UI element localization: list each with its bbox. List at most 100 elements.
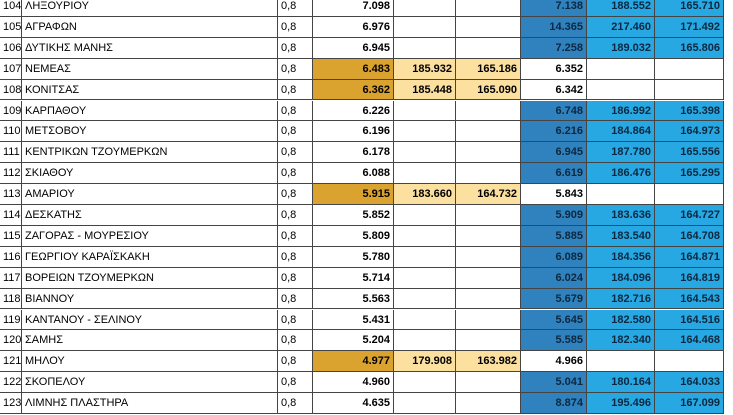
compare-value: 164.727 xyxy=(655,205,724,226)
value: 6.483 xyxy=(313,58,394,80)
extra-value: 185.932 xyxy=(394,58,456,80)
row-number: 118 xyxy=(0,288,22,310)
compare-value: 180.164 xyxy=(587,372,655,394)
extra-value xyxy=(456,372,521,394)
extra-value xyxy=(456,288,521,310)
extra-value xyxy=(456,205,521,226)
area-name: ΣΚΙΑΘΟΥ xyxy=(22,163,278,185)
area-name: ΣΚΟΠΕΛΟΥ xyxy=(22,372,278,394)
compare-value xyxy=(587,79,655,101)
compare-value: 182.340 xyxy=(587,330,655,352)
factor: 0,8 xyxy=(278,121,313,143)
compare-value: 165.398 xyxy=(655,100,724,122)
compare-value xyxy=(587,351,655,373)
factor: 0,8 xyxy=(278,267,313,289)
row-number: 117 xyxy=(0,267,22,289)
compare-value: 6.089 xyxy=(521,246,587,268)
area-name: ΜΕΤΣΟΒΟΥ xyxy=(22,121,278,143)
extra-value xyxy=(456,163,521,185)
extra-value xyxy=(456,121,521,143)
extra-value: 183.660 xyxy=(394,184,456,205)
value: 6.945 xyxy=(313,37,394,59)
compare-value xyxy=(587,184,655,205)
compare-value: 164.543 xyxy=(655,288,724,310)
extra-value: 165.186 xyxy=(456,58,521,80)
factor: 0,8 xyxy=(278,393,313,414)
row-number: 121 xyxy=(0,351,22,373)
factor: 0,8 xyxy=(278,225,313,247)
value: 6.976 xyxy=(313,16,394,38)
value: 5.563 xyxy=(313,288,394,310)
compare-value: 5.645 xyxy=(521,309,587,331)
extra-value xyxy=(394,16,456,38)
row-number: 115 xyxy=(0,225,22,247)
table-row: 105 ΑΓΡΑΦΩΝ 0,8 6.976 14.365 217.460 171.492 xyxy=(0,16,724,38)
area-name: ΒΟΡΕΙΩΝ ΤΖΟΥΜΕΡΚΩΝ xyxy=(22,267,278,289)
table-row: 106 ΔΥΤΙΚΗΣ ΜΑΝΗΣ 0,8 6.945 7.258 189.032 165.… xyxy=(0,37,724,59)
compare-value: 195.496 xyxy=(587,393,655,414)
extra-value xyxy=(456,100,521,122)
extra-value: 185.448 xyxy=(394,79,456,101)
area-name: ΣΑΜΗΣ xyxy=(22,330,278,352)
area-name: ΚΑΝΤΑΝΟΥ - ΣΕΛΙΝΟΥ xyxy=(22,309,278,331)
compare-value xyxy=(587,58,655,80)
compare-value xyxy=(655,79,724,101)
compare-value: 5.885 xyxy=(521,225,587,247)
area-name: ΚΟΝΙΤΣΑΣ xyxy=(22,79,278,101)
table-row: 118 ΒΙΑΝΝΟΥ 0,8 5.563 5.679 182.716 164.543 xyxy=(0,288,724,310)
compare-value: 164.973 xyxy=(655,121,724,143)
area-name: ΚΑΡΠΑΘΟΥ xyxy=(22,100,278,122)
compare-value: 165.295 xyxy=(655,163,724,185)
factor: 0,8 xyxy=(278,288,313,310)
extra-value xyxy=(456,309,521,331)
extra-value xyxy=(394,0,456,17)
extra-value xyxy=(394,372,456,394)
compare-value: 184.864 xyxy=(587,121,655,143)
compare-value: 165.710 xyxy=(655,0,724,17)
extra-value xyxy=(394,267,456,289)
extra-value xyxy=(394,309,456,331)
area-name: ΔΕΣΚΑΤΗΣ xyxy=(22,205,278,226)
row-number: 120 xyxy=(0,330,22,352)
extra-value xyxy=(394,225,456,247)
compare-value: 164.516 xyxy=(655,309,724,331)
area-name: ΑΜΑΡΙΟΥ xyxy=(22,184,278,205)
compare-value: 187.780 xyxy=(587,142,655,164)
row-number: 114 xyxy=(0,205,22,226)
table-row: 120 ΣΑΜΗΣ 0,8 5.204 5.585 182.340 164.468 xyxy=(0,330,724,352)
extra-value xyxy=(456,37,521,59)
area-name: ΛΙΜΝΗΣ ΠΛΑΣΤΗΡΑ xyxy=(22,393,278,414)
row-number: 106 xyxy=(0,37,22,59)
compare-value: 4.966 xyxy=(521,351,587,373)
row-number: 112 xyxy=(0,163,22,185)
extra-value xyxy=(456,330,521,352)
area-name: ΜΗΛΟΥ xyxy=(22,351,278,373)
extra-value xyxy=(456,393,521,414)
compare-value: 171.492 xyxy=(655,16,724,38)
factor: 0,8 xyxy=(278,330,313,352)
extra-value xyxy=(394,246,456,268)
table-row: 119 ΚΑΝΤΑΝΟΥ - ΣΕΛΙΝΟΥ 0,8 5.431 5.645 182.58… xyxy=(0,309,724,331)
table-row: 112 ΣΚΙΑΘΟΥ 0,8 6.088 6.619 186.476 165.295 xyxy=(0,163,724,185)
value: 6.196 xyxy=(313,121,394,143)
value: 5.780 xyxy=(313,246,394,268)
compare-value: 6.216 xyxy=(521,121,587,143)
compare-value: 183.636 xyxy=(587,205,655,226)
table-row: 117 ΒΟΡΕΙΩΝ ΤΖΟΥΜΕΡΚΩΝ 0,8 5.714 6.024 184.09… xyxy=(0,267,724,289)
value: 5.852 xyxy=(313,205,394,226)
row-number: 108 xyxy=(0,79,22,101)
compare-value xyxy=(655,58,724,80)
area-name: ΝΕΜΕΑΣ xyxy=(22,58,278,80)
area-name: ΒΙΑΝΝΟΥ xyxy=(22,288,278,310)
factor: 0,8 xyxy=(278,351,313,373)
table-row: 113 ΑΜΑΡΙΟΥ 0,8 5.915 183.660 164.732 5.843 xyxy=(0,184,724,205)
compare-value: 186.992 xyxy=(587,100,655,122)
value: 5.204 xyxy=(313,330,394,352)
compare-value: 5.909 xyxy=(521,205,587,226)
compare-value: 165.806 xyxy=(655,37,724,59)
table-row: 114 ΔΕΣΚΑΤΗΣ 0,8 5.852 5.909 183.636 164.727 xyxy=(0,205,724,226)
extra-value xyxy=(456,267,521,289)
extra-value: 164.732 xyxy=(456,184,521,205)
compare-value: 164.708 xyxy=(655,225,724,247)
